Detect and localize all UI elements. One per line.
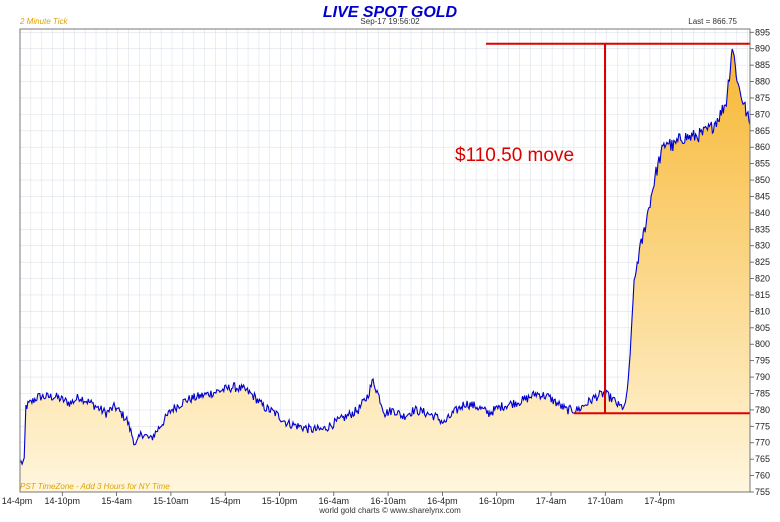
tick-interval-label: 2 Minute Tick [19, 17, 69, 26]
y-tick-label: 765 [755, 454, 770, 464]
y-tick-label: 860 [755, 142, 770, 152]
y-tick-label: 760 [755, 471, 770, 481]
timezone-note: PST TimeZone - Add 3 Hours for NY Time [20, 482, 170, 491]
x-tick-label: 16-4am [319, 496, 350, 506]
y-tick-label: 890 [755, 44, 770, 54]
y-tick-label: 785 [755, 388, 770, 398]
x-tick-label: 15-10am [153, 496, 189, 506]
y-tick-label: 855 [755, 159, 770, 169]
last-price-label: Last = 866.75 [688, 17, 737, 26]
x-tick-label: 15-10pm [262, 496, 298, 506]
price-line [19, 48, 751, 466]
y-tick-label: 835 [755, 224, 770, 234]
y-tick-label: 845 [755, 191, 770, 201]
y-tick-label: 840 [755, 208, 770, 218]
x-tick-label: 15-4am [101, 496, 132, 506]
timestamp-label: Sep-17 19:56:02 [360, 17, 420, 26]
x-tick-label: 17-4am [536, 496, 567, 506]
move-annotation: $110.50 move [455, 145, 574, 166]
y-tick-label: 875 [755, 93, 770, 103]
y-tick-label: 805 [755, 323, 770, 333]
y-tick-label: 820 [755, 274, 770, 284]
x-tick-label: 15-4pm [210, 496, 241, 506]
x-tick-label: 14-10pm [45, 496, 81, 506]
y-tick-label: 850 [755, 175, 770, 185]
credit-label: world gold charts © www.sharelynx.com [318, 506, 461, 515]
y-tick-label: 865 [755, 126, 770, 136]
plot-frame [19, 28, 751, 493]
y-tick-label: 825 [755, 257, 770, 267]
x-tick-label: 17-4pm [644, 496, 675, 506]
y-tick-label: 770 [755, 438, 770, 448]
x-tick-label: 14-4pm [2, 496, 33, 506]
y-tick-label: 795 [755, 356, 770, 366]
x-tick-label: 16-10am [370, 496, 406, 506]
y-tick-label: 780 [755, 405, 770, 415]
x-axis: 14-4pm 14-10pm 15-4am 15-10am 15-4pm 15-10pm 1… [2, 492, 675, 506]
move-guides [486, 42, 750, 415]
y-tick-label: 880 [755, 77, 770, 87]
x-tick-label: 17-10am [588, 496, 624, 506]
y-tick-label: 810 [755, 306, 770, 316]
x-tick-label: 16-10pm [479, 496, 515, 506]
y-tick-label: 830 [755, 241, 770, 251]
y-tick-label: 800 [755, 339, 770, 349]
y-axis: 755 760 765 770 775 780 785 790 795 800 805 810 815 8… [750, 27, 770, 497]
y-tick-label: 870 [755, 109, 770, 119]
chart-title: LIVE SPOT GOLD [323, 4, 458, 21]
y-tick-label: 755 [755, 487, 770, 497]
y-tick-label: 775 [755, 421, 770, 431]
price-area-fill [20, 48, 750, 493]
y-tick-label: 885 [755, 60, 770, 70]
y-tick-label: 790 [755, 372, 770, 382]
y-tick-label: 815 [755, 290, 770, 300]
x-tick-label: 16-4pm [427, 496, 458, 506]
y-tick-label: 895 [755, 27, 770, 37]
